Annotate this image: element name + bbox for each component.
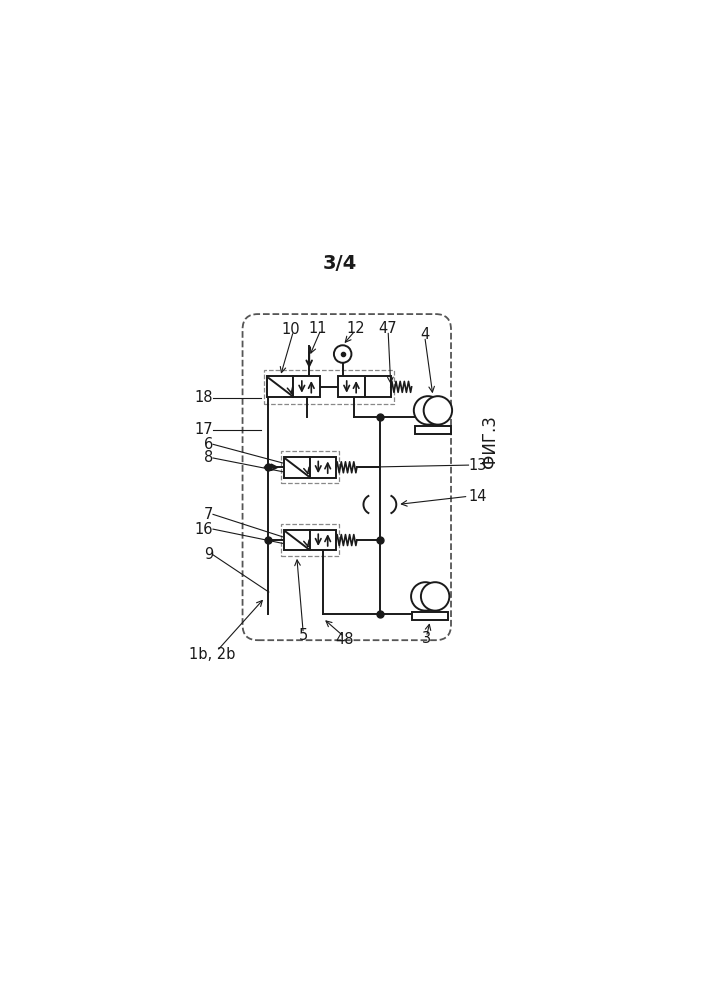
Text: 3/4: 3/4 bbox=[323, 255, 357, 274]
Text: 17: 17 bbox=[194, 422, 213, 437]
Text: 1b, 2b: 1b, 2b bbox=[189, 647, 236, 662]
FancyBboxPatch shape bbox=[243, 314, 451, 640]
Bar bbox=[415, 427, 450, 435]
Text: 12: 12 bbox=[346, 321, 364, 336]
Bar bbox=[281, 452, 339, 484]
Circle shape bbox=[421, 582, 450, 610]
Circle shape bbox=[334, 346, 352, 363]
Text: 9: 9 bbox=[204, 547, 213, 562]
Text: ФИГ.3: ФИГ.3 bbox=[481, 416, 499, 468]
Text: 47: 47 bbox=[379, 321, 397, 336]
Bar bbox=[412, 612, 448, 620]
Text: 4: 4 bbox=[420, 328, 429, 343]
Bar bbox=[310, 529, 336, 550]
Bar bbox=[267, 377, 294, 398]
Text: 7: 7 bbox=[203, 506, 213, 521]
Text: 14: 14 bbox=[469, 489, 487, 503]
Text: 16: 16 bbox=[194, 521, 213, 536]
Text: 18: 18 bbox=[194, 391, 213, 406]
Text: 3: 3 bbox=[421, 631, 431, 646]
Circle shape bbox=[414, 397, 442, 425]
Text: 6: 6 bbox=[204, 437, 213, 452]
Bar bbox=[310, 457, 336, 478]
Circle shape bbox=[411, 582, 440, 610]
Text: 13': 13' bbox=[469, 458, 491, 473]
Text: 11: 11 bbox=[309, 321, 328, 336]
Bar bbox=[294, 377, 320, 398]
Text: 48: 48 bbox=[335, 631, 354, 646]
Circle shape bbox=[424, 397, 452, 425]
Bar bbox=[265, 370, 393, 404]
Bar bbox=[281, 524, 339, 555]
Bar bbox=[284, 529, 310, 550]
Bar bbox=[284, 457, 310, 478]
Bar bbox=[338, 377, 364, 398]
Text: 5: 5 bbox=[299, 628, 308, 643]
Text: 10: 10 bbox=[282, 322, 300, 337]
Bar bbox=[364, 377, 391, 398]
Text: 8: 8 bbox=[204, 451, 213, 466]
